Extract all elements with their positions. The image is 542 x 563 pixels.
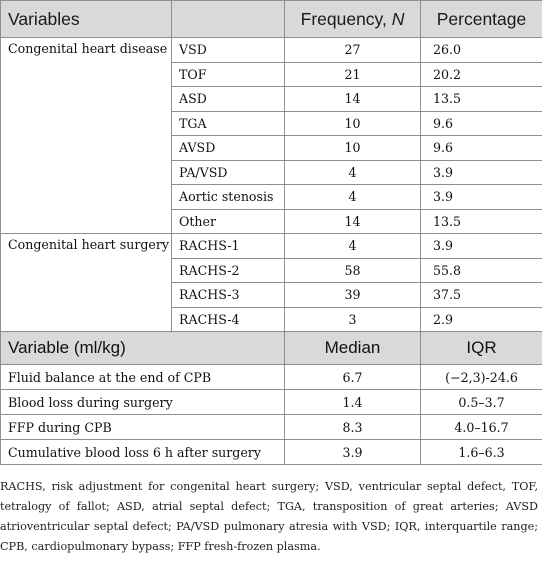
table-row: FFP during CPB 8.3 4.0–16.7 xyxy=(0,414,542,440)
row-name: Other xyxy=(171,208,285,234)
row-name: RACHS-1 xyxy=(171,233,285,259)
row-median: 3.9 xyxy=(284,439,421,465)
header-frequency-n: N xyxy=(391,8,405,29)
row-iqr: 4.0–16.7 xyxy=(420,414,542,440)
row-percentage: 37.5 xyxy=(420,282,542,308)
row-frequency: 4 xyxy=(284,159,421,185)
table-row: Cumulative blood loss 6 h after surgery … xyxy=(0,439,542,465)
row-median: 6.7 xyxy=(284,364,421,390)
row-name: Cumulative blood loss 6 h after surgery xyxy=(0,439,285,465)
table-row: AVSD 10 9.6 xyxy=(1,135,542,161)
row-percentage: 3.9 xyxy=(420,184,542,210)
row-percentage: 55.8 xyxy=(420,257,542,283)
row-percentage: 26.0 xyxy=(420,37,542,63)
row-percentage: 2.9 xyxy=(420,306,542,332)
table-row: TGA 10 9.6 xyxy=(1,110,542,136)
table-footnote: RACHS, risk adjustment for congenital he… xyxy=(0,480,538,553)
row-name: RACHS-3 xyxy=(171,282,285,308)
row-frequency: 39 xyxy=(284,282,421,308)
header-variable-mlkg: Variable (ml/kg) xyxy=(0,331,285,365)
group-label-surgery: Congenital heart surgery xyxy=(0,233,172,332)
row-iqr: 0.5–3.7 xyxy=(420,389,542,415)
table-row: Blood loss during surgery 1.4 0.5–3.7 xyxy=(0,389,542,415)
table-row: Fluid balance at the end of CPB 6.7 (−2,… xyxy=(0,364,542,390)
row-frequency: 21 xyxy=(284,61,421,87)
row-percentage: 13.5 xyxy=(420,208,542,234)
row-frequency: 10 xyxy=(284,135,421,161)
row-percentage: 20.2 xyxy=(420,61,542,87)
row-name: ASD xyxy=(171,86,285,112)
row-median: 1.4 xyxy=(284,389,421,415)
row-percentage: 3.9 xyxy=(420,159,542,185)
table-row: ASD 14 13.5 xyxy=(1,86,542,112)
row-iqr: 1.6–6.3 xyxy=(420,439,542,465)
row-name: RACHS-2 xyxy=(171,257,285,283)
row-frequency: 4 xyxy=(284,233,421,259)
group-label-disease: Congenital heart disease xyxy=(0,37,172,234)
table-row: RACHS-2 58 55.8 xyxy=(1,257,542,283)
row-percentage: 13.5 xyxy=(420,86,542,112)
row-name: PA/VSD xyxy=(171,159,285,185)
header-frequency: Frequency, N xyxy=(284,0,421,38)
row-name: Blood loss during surgery xyxy=(0,389,285,415)
row-percentage: 3.9 xyxy=(420,233,542,259)
header-variables: Variables xyxy=(0,0,172,38)
header-subcategory xyxy=(171,0,285,38)
table-header-row: Variables Frequency, N Percentage xyxy=(0,0,542,38)
row-frequency: 14 xyxy=(284,208,421,234)
row-name: Aortic stenosis xyxy=(171,184,285,210)
header-percentage: Percentage xyxy=(420,0,542,38)
table-row: Other 14 13.5 xyxy=(1,208,542,234)
row-frequency: 10 xyxy=(284,110,421,136)
data-table-container: Variables Frequency, N Percentage Congen… xyxy=(0,0,542,465)
row-name: TOF xyxy=(171,61,285,87)
table2-header-row: Variable (ml/kg) Median IQR xyxy=(0,331,542,365)
characteristics-table: Variables Frequency, N Percentage Congen… xyxy=(0,0,542,465)
table-row: Congenital heart disease VSD 27 26.0 xyxy=(0,37,542,234)
table-row: Aortic stenosis 4 3.9 xyxy=(1,184,542,210)
row-frequency: 58 xyxy=(284,257,421,283)
header-frequency-label: Frequency, N xyxy=(300,8,405,29)
row-percentage: 9.6 xyxy=(420,110,542,136)
header-iqr: IQR xyxy=(420,331,542,365)
header-median: Median xyxy=(284,331,421,365)
row-frequency: 27 xyxy=(284,37,421,63)
row-name: RACHS-4 xyxy=(171,306,285,332)
row-iqr: (−2,3)-24.6 xyxy=(420,364,542,390)
row-frequency: 4 xyxy=(284,184,421,210)
row-name: FFP during CPB xyxy=(0,414,285,440)
row-name: Fluid balance at the end of CPB xyxy=(0,364,285,390)
row-name: AVSD xyxy=(171,135,285,161)
row-name: VSD xyxy=(171,37,285,63)
table-row: Congenital heart surgery RACHS-1 4 3.9 xyxy=(0,233,542,332)
row-name: TGA xyxy=(171,110,285,136)
row-median: 8.3 xyxy=(284,414,421,440)
row-frequency: 3 xyxy=(284,306,421,332)
row-frequency: 14 xyxy=(284,86,421,112)
row-percentage: 9.6 xyxy=(420,135,542,161)
